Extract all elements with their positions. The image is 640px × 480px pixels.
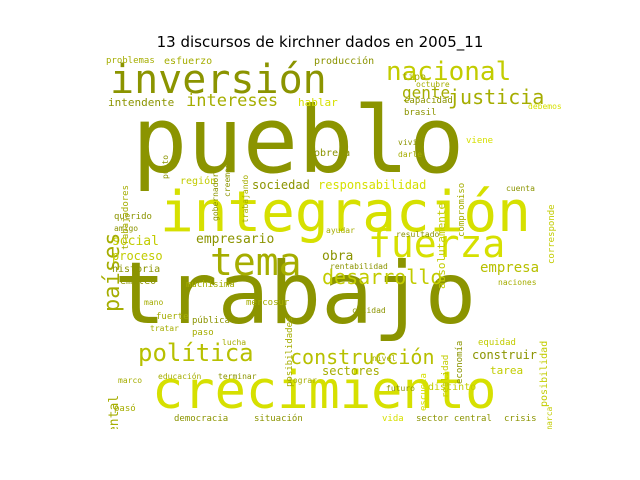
cloud-word: pueblo: [132, 87, 465, 194]
cloud-word: muchísima: [186, 280, 235, 290]
cloud-word: calidad: [352, 306, 386, 315]
cloud-word: pasó: [114, 404, 136, 414]
cloud-word: producción: [314, 56, 375, 67]
cloud-word: intereses: [186, 91, 279, 111]
cloud-word: hablar: [298, 96, 338, 109]
cloud-word: brasil: [404, 108, 437, 118]
cloud-word: capacidad: [404, 96, 453, 106]
cloud-word: construcción: [290, 345, 435, 369]
cloud-word: futuro: [386, 384, 415, 393]
cloud-word: proceso: [112, 249, 163, 263]
cloud-word: nivel: [372, 354, 397, 363]
cloud-word: debemos: [528, 102, 562, 111]
cloud-word: educación: [158, 372, 202, 381]
cloud-word: problemas: [106, 56, 155, 66]
cloud-word: nacional: [386, 57, 512, 87]
cloud-word: pública: [192, 316, 230, 326]
cloud-word: vivir: [398, 138, 423, 147]
cloud-word: obra: [322, 249, 354, 264]
cloud-word: región: [180, 176, 217, 187]
cloud-word: compromiso: [457, 182, 467, 237]
cloud-word: resultado: [396, 230, 440, 239]
cloud-word: construir: [472, 348, 538, 362]
cloud-word: crecimiento: [152, 361, 497, 421]
cloud-word: tarea: [490, 364, 524, 377]
cloud-word: trabajando: [241, 174, 250, 223]
cloud-word: lucha: [222, 338, 247, 347]
cloud-word: vida: [382, 414, 404, 424]
cloud-word: naciones: [498, 278, 537, 287]
cloud-word: historia: [112, 264, 161, 275]
cloud-word: gente: [402, 83, 451, 102]
cloud-word: rentabilidad: [330, 262, 388, 271]
cloud-word: democracia: [174, 414, 229, 424]
word-cloud: pueblo trabajo integración crecimiento inver…: [100, 55, 562, 429]
cloud-word: absolutamente: [435, 202, 448, 289]
cloud-word: crisis: [504, 414, 537, 424]
cloud-word: distinto: [428, 382, 477, 393]
cloud-word: corresponde: [547, 204, 557, 265]
cloud-word: social: [112, 234, 159, 249]
cloud-word: integración: [160, 180, 531, 245]
cloud-word: esfuerzo: [164, 56, 213, 67]
cloud-word: marco: [118, 376, 143, 385]
cloud-word: posibilidad: [539, 340, 550, 407]
cloud-word: política: [138, 339, 254, 367]
cloud-word: tratar: [150, 324, 179, 333]
cloud-word: trabajo: [114, 244, 477, 344]
cloud-word: lograr: [288, 376, 317, 385]
cloud-word: cuenta: [506, 184, 535, 193]
cloud-word: terminar: [218, 372, 257, 381]
cloud-word: ayudar: [326, 226, 355, 235]
cloud-word: amigo: [114, 224, 139, 233]
cloud-word: desarrollo: [322, 265, 443, 289]
cloud-word: responsabilidad: [318, 178, 427, 192]
cloud-word: fuerte: [156, 312, 189, 322]
cloud-word: sector central: [416, 414, 492, 424]
cloud-word: pobreza: [308, 148, 351, 159]
cloud-word: creemos: [223, 162, 232, 197]
cloud-word: inversión: [110, 57, 327, 103]
cloud-word: mano: [144, 298, 164, 307]
cloud-word: gobernador: [211, 172, 220, 221]
cloud-word: tipo: [402, 72, 427, 83]
chart-title: 13 discursos de kirchner dados en 2005_1…: [156, 33, 484, 51]
cloud-word: querido: [114, 212, 152, 222]
cloud-word: posibilidades: [285, 316, 295, 388]
cloud-word: mercosur: [246, 298, 290, 308]
cloud-word: punto: [161, 154, 170, 179]
cloud-word: trabajadores: [121, 184, 131, 250]
cloud-word: justicia: [448, 85, 545, 109]
cloud-word: darle: [398, 150, 423, 159]
cloud-word: economía: [455, 340, 465, 385]
cloud-word: empleo: [120, 276, 157, 287]
cloud-word: sectores: [322, 364, 380, 378]
cloud-word: paso: [192, 328, 214, 338]
cloud-word: viene: [466, 136, 494, 146]
cloud-word: sociedad: [252, 178, 310, 192]
cloud-word: realidad: [441, 354, 451, 399]
cloud-word: fuerza: [368, 222, 506, 266]
cloud-word: octubre: [416, 80, 450, 89]
cloud-word: catamarca: [545, 406, 554, 429]
cloud-word: intendente: [108, 96, 175, 109]
cloud-word: equidad: [478, 338, 516, 348]
cloud-word: escuela: [419, 372, 429, 411]
cloud-word: situación: [254, 414, 303, 424]
cloud-word: empresa: [480, 260, 540, 276]
cloud-word: tema: [210, 240, 302, 284]
cloud-word: empresario: [196, 232, 275, 247]
